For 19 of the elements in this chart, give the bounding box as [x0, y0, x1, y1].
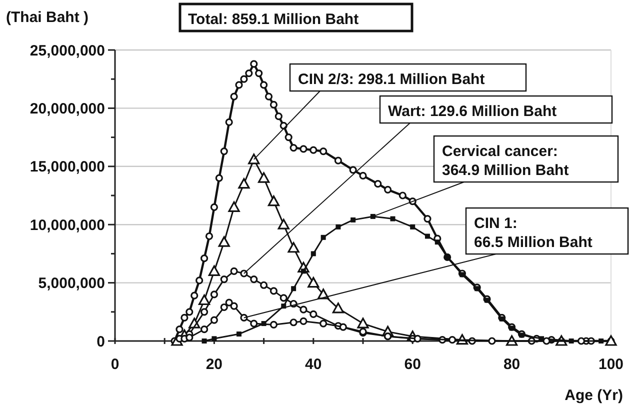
y-tick-label: 10,000,000	[30, 216, 105, 234]
x-tick-label: 20	[206, 356, 223, 373]
x-axis-title: Age (Yr)	[564, 387, 623, 404]
y-tick-label: 25,000,000	[30, 42, 105, 60]
text: CIN 2/3: 298.1 Million Baht	[298, 71, 485, 88]
x-tick-label: 80	[503, 356, 520, 373]
text: Total: 859.1 Million Baht	[188, 11, 359, 28]
y-tick-label: 5,000,000	[38, 275, 105, 292]
y-tick-label: 20,000,000	[30, 100, 105, 118]
text: Wart: 129.6 Million Baht	[388, 103, 557, 120]
x-tick-label: 100	[598, 356, 624, 373]
x-tick-label: 0	[110, 356, 120, 373]
y-tick-label: 15,000,000	[30, 158, 105, 176]
x-tick-label: 40	[305, 356, 322, 373]
text: Cervical cancer: 364.9 Million Baht	[442, 143, 569, 179]
x-tick-label: 60	[404, 356, 421, 373]
y-tick-label: 0	[96, 333, 105, 350]
text: CIN 1: 66.5 Million Baht	[474, 215, 592, 251]
y-axis-title: (Thai Baht )	[6, 9, 88, 26]
